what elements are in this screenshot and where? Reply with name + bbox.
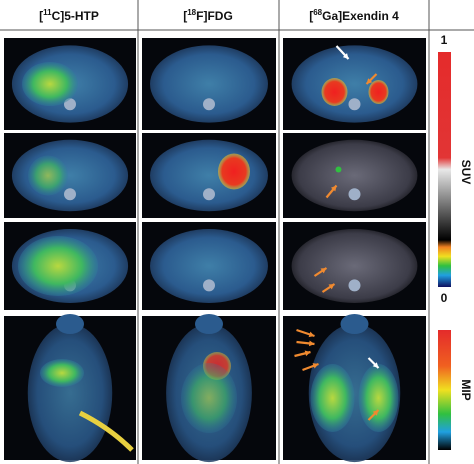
body	[150, 229, 268, 303]
body	[150, 45, 268, 123]
column-header: [18F]FDG	[183, 8, 233, 23]
uptake	[358, 364, 399, 432]
spine	[203, 98, 215, 111]
uptake	[18, 236, 98, 296]
arrow-head	[320, 268, 327, 274]
uptake	[28, 155, 68, 196]
spine	[203, 279, 215, 292]
suv-colorbar	[438, 52, 451, 287]
column-header: [68Ga]Exendin 4	[309, 8, 399, 23]
spine	[64, 188, 76, 201]
column-header: [11C]5-HTP	[39, 8, 99, 23]
head	[195, 314, 223, 334]
body	[27, 323, 113, 463]
uptake	[368, 80, 389, 104]
body	[291, 45, 418, 123]
uptake	[40, 359, 84, 387]
arrow-head	[342, 53, 349, 59]
arrow-head	[308, 340, 315, 347]
body	[291, 139, 418, 212]
arrow-head	[372, 362, 379, 368]
scale-max: 1	[441, 33, 448, 47]
arrow-head	[330, 185, 337, 192]
spine	[203, 188, 215, 201]
scale-min: 0	[441, 291, 448, 305]
body	[291, 229, 418, 303]
arrow-head	[328, 284, 335, 290]
uptake	[181, 363, 237, 433]
uptake	[335, 166, 342, 173]
body	[150, 139, 268, 212]
uptake	[310, 364, 355, 432]
scale-label: SUV	[459, 160, 473, 185]
uptake	[321, 78, 348, 106]
spine	[348, 98, 361, 111]
catheter	[78, 410, 134, 452]
scale-label: MIP	[459, 379, 473, 400]
spine	[348, 279, 361, 292]
image-panels	[4, 38, 426, 463]
uptake	[22, 62, 78, 106]
uptake	[218, 153, 250, 190]
head	[56, 314, 84, 334]
mip-colorbar	[438, 330, 451, 450]
arrow-head	[366, 78, 373, 84]
spine	[348, 188, 361, 201]
arrow-head	[312, 363, 319, 369]
arrow-head	[372, 410, 379, 416]
arrow-head	[304, 350, 311, 357]
arrow-head	[308, 331, 315, 338]
head	[340, 314, 369, 334]
